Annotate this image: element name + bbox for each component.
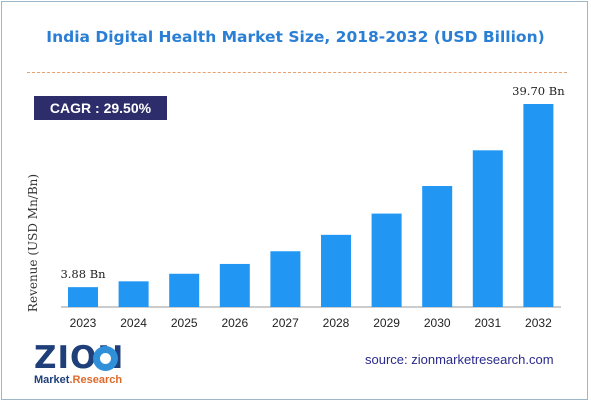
cagr-badge: CAGR : 29.50%: [34, 96, 167, 120]
x-tick-label-2030: 2030: [424, 316, 451, 330]
bar-2024: [118, 281, 149, 307]
bar-2031: [472, 150, 503, 307]
x-tick-label-2028: 2028: [323, 316, 350, 330]
title-divider: [27, 72, 567, 73]
chart-title: India Digital Health Market Size, 2018-2…: [46, 28, 545, 46]
bar-2030: [422, 186, 453, 307]
bar-2027: [270, 251, 301, 307]
x-tick-label-2027: 2027: [272, 316, 299, 330]
bar-2032: [523, 103, 554, 307]
bar-2029: [371, 213, 402, 307]
x-tick-label-2029: 2029: [373, 316, 400, 330]
x-tick-label-2031: 2031: [474, 316, 501, 330]
bar-2028: [321, 234, 351, 307]
logo-sub-right: .Research: [69, 374, 123, 386]
data-label-2032: 39.70 Bn: [512, 84, 565, 98]
logo-globe-icon: [93, 346, 118, 371]
x-tick-label-2025: 2025: [171, 316, 198, 330]
x-tick-label-2024: 2024: [120, 316, 147, 330]
data-label-2023: 3.88 Bn: [60, 267, 106, 281]
bar-2025: [169, 273, 200, 307]
x-tick-label-2026: 2026: [221, 316, 248, 330]
zion-logo: ZION Market.Research: [34, 342, 144, 390]
x-tick-label-2023: 2023: [70, 316, 97, 330]
logo-sub-left: Market: [34, 374, 70, 386]
source-text: source: zionmarketresearch.com: [365, 352, 554, 367]
bar-2026: [219, 263, 250, 307]
bar-2023: [68, 287, 98, 307]
logo-subtitle: Market.Research: [34, 374, 122, 386]
y-axis-title: Revenue (USD Mn/Bn): [26, 174, 40, 312]
x-tick-label-2032: 2032: [525, 316, 552, 330]
